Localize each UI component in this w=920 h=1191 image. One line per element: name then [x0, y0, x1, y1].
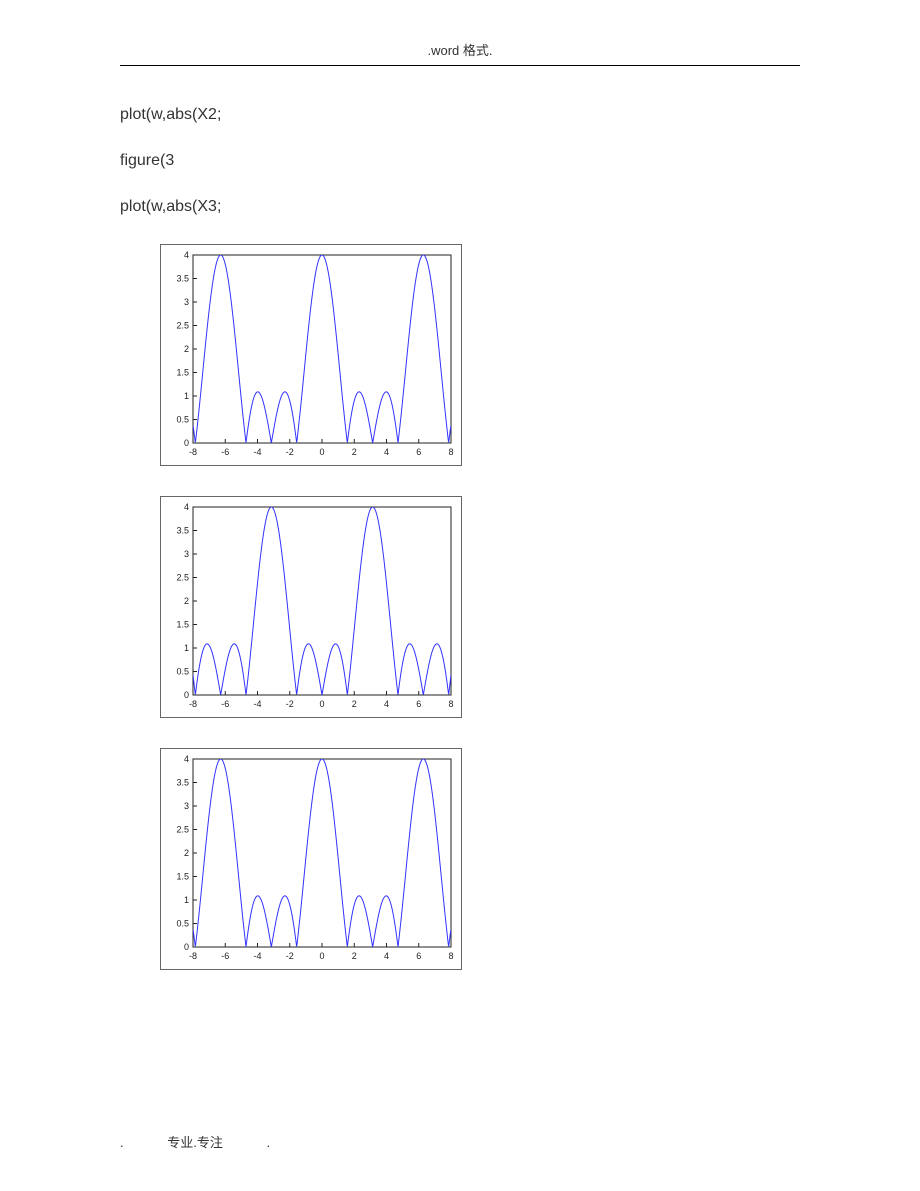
- svg-text:2: 2: [184, 344, 189, 354]
- svg-text:0: 0: [319, 951, 324, 961]
- svg-text:3: 3: [184, 297, 189, 307]
- svg-text:1: 1: [184, 391, 189, 401]
- svg-text:-2: -2: [286, 951, 294, 961]
- svg-text:-8: -8: [189, 699, 197, 709]
- svg-text:2: 2: [352, 699, 357, 709]
- chart-2-container: -8 -6 -4 -2 0 2 4 6 8 0 0.5 1 1.5 2 2.5 3 3.5 4: [160, 496, 460, 718]
- footer-mid: 专业.专注: [167, 1135, 223, 1150]
- svg-text:-6: -6: [221, 447, 229, 457]
- svg-text:4: 4: [184, 502, 189, 512]
- chart-2: -8 -6 -4 -2 0 2 4 6 8 0 0.5 1 1.5 2 2.5 3 3.5 4: [160, 496, 462, 718]
- chart-1: -8 -6 -4 -2 0 2 4 6 8 0 0.5 1 1.5 2 2.5 3 3.5 4: [160, 244, 462, 466]
- svg-text:3.5: 3.5: [176, 778, 189, 788]
- svg-text:6: 6: [416, 951, 421, 961]
- chart-1-container: -8 -6 -4 -2 0 2 4 6 8 0 0.5 1 1.5 2 2.5 3 3.5 4: [160, 244, 460, 466]
- svg-text:3: 3: [184, 801, 189, 811]
- svg-text:0: 0: [184, 438, 189, 448]
- code-line-1: plot(w,abs(X2;: [120, 106, 800, 124]
- svg-text:-2: -2: [286, 699, 294, 709]
- svg-text:2: 2: [352, 447, 357, 457]
- svg-text:6: 6: [416, 447, 421, 457]
- svg-text:3.5: 3.5: [176, 274, 189, 284]
- svg-text:-8: -8: [189, 447, 197, 457]
- svg-text:-6: -6: [221, 951, 229, 961]
- svg-text:0: 0: [319, 699, 324, 709]
- svg-text:1.5: 1.5: [176, 368, 189, 378]
- svg-text:1.5: 1.5: [176, 620, 189, 630]
- code-line-2: figure(3: [120, 152, 800, 170]
- svg-text:8: 8: [448, 699, 453, 709]
- svg-text:0: 0: [184, 690, 189, 700]
- svg-text:3: 3: [184, 549, 189, 559]
- svg-text:0.5: 0.5: [176, 667, 189, 677]
- svg-text:2: 2: [352, 951, 357, 961]
- svg-text:2.5: 2.5: [176, 321, 189, 331]
- svg-text:2.5: 2.5: [176, 825, 189, 835]
- svg-text:4: 4: [184, 754, 189, 764]
- code-line-3: plot(w,abs(X3;: [120, 198, 800, 216]
- document-page: .word 格式. plot(w,abs(X2; figure(3 plot(w…: [0, 0, 920, 1191]
- svg-text:0.5: 0.5: [176, 415, 189, 425]
- svg-text:-4: -4: [253, 447, 261, 457]
- svg-text:1: 1: [184, 895, 189, 905]
- svg-text:0: 0: [319, 447, 324, 457]
- footer-dot-2: .: [267, 1135, 271, 1150]
- svg-text:2: 2: [184, 596, 189, 606]
- svg-text:-6: -6: [221, 699, 229, 709]
- svg-text:8: 8: [448, 951, 453, 961]
- svg-text:-4: -4: [253, 951, 261, 961]
- svg-text:6: 6: [416, 699, 421, 709]
- svg-text:1: 1: [184, 643, 189, 653]
- svg-text:2: 2: [184, 848, 189, 858]
- header-text: .word 格式.: [427, 43, 492, 58]
- chart-3: -8 -6 -4 -2 0 2 4 6 8 0 0.5 1 1.5 2 2.5 3 3.5 4: [160, 748, 462, 970]
- svg-text:4: 4: [384, 447, 389, 457]
- svg-text:1.5: 1.5: [176, 872, 189, 882]
- page-footer: . 专业.专注 .: [120, 1132, 270, 1151]
- svg-text:4: 4: [384, 951, 389, 961]
- svg-text:8: 8: [448, 447, 453, 457]
- svg-text:-4: -4: [253, 699, 261, 709]
- chart-3-container: -8 -6 -4 -2 0 2 4 6 8 0 0.5 1 1.5 2 2.5 3 3.5 4: [160, 748, 460, 970]
- svg-text:-2: -2: [286, 447, 294, 457]
- svg-text:4: 4: [384, 699, 389, 709]
- svg-text:4: 4: [184, 250, 189, 260]
- svg-text:0: 0: [184, 942, 189, 952]
- svg-text:3.5: 3.5: [176, 526, 189, 536]
- svg-text:2.5: 2.5: [176, 573, 189, 583]
- page-header: .word 格式.: [120, 40, 800, 66]
- footer-dot-1: .: [120, 1135, 124, 1150]
- svg-text:0.5: 0.5: [176, 919, 189, 929]
- svg-text:-8: -8: [189, 951, 197, 961]
